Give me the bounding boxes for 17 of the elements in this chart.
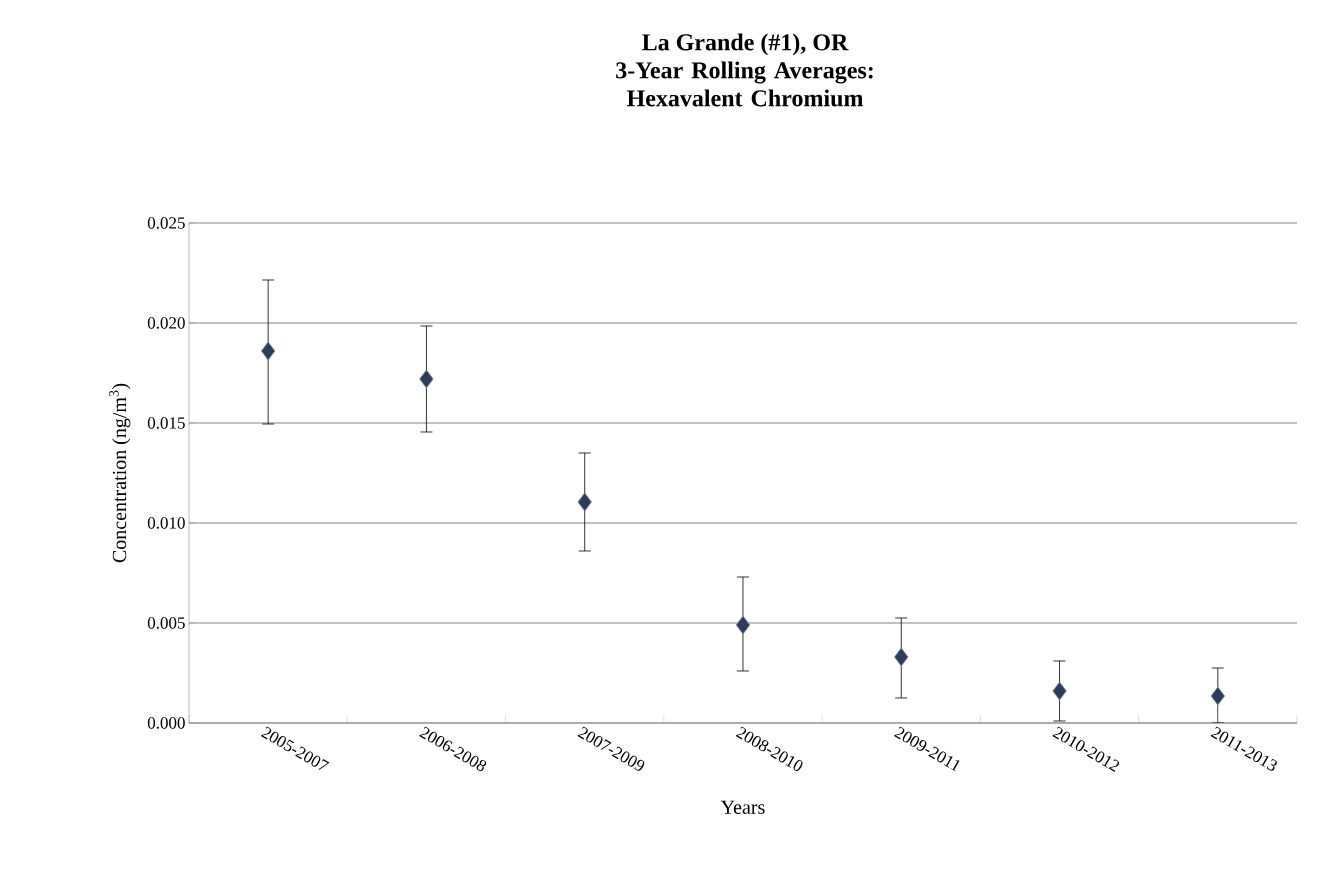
y-tick-label: 0.005	[147, 617, 185, 629]
chart-subtitle: 3-Year Rolling Averages: Hexavalent Chromium	[616, 61, 873, 107]
point	[894, 647, 909, 667]
point	[735, 615, 751, 635]
y-tick-label: 0.010	[147, 517, 185, 529]
y-tick-label: 0.020	[147, 317, 185, 329]
point	[419, 369, 434, 389]
y-tick-label: 0.000	[147, 717, 185, 729]
x-axis-title: Years	[720, 800, 765, 814]
point	[261, 341, 276, 361]
y-axis-title: Concentration (ng/m$^{3}$)	[109, 383, 131, 563]
point	[577, 492, 592, 512]
y-tick-label: 0.025	[147, 217, 185, 229]
point	[1052, 681, 1067, 701]
chart-title: La Grande (#1), OR	[642, 33, 849, 56]
y-tick-label: 0.015	[147, 417, 185, 429]
point	[1210, 686, 1225, 706]
